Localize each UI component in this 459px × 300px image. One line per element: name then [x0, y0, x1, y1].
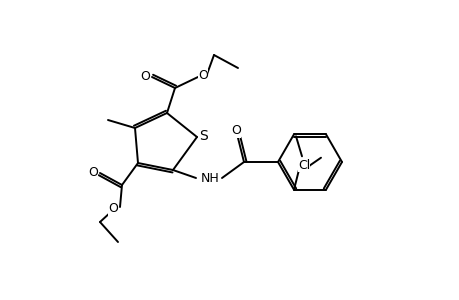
Text: S: S — [199, 129, 208, 143]
Text: Cl: Cl — [297, 159, 309, 172]
Text: O: O — [140, 70, 150, 83]
Text: O: O — [198, 68, 207, 82]
Text: O: O — [299, 161, 309, 174]
Text: NH: NH — [200, 172, 219, 184]
Text: O: O — [88, 166, 98, 178]
Text: O: O — [108, 202, 118, 215]
Text: O: O — [230, 124, 241, 137]
